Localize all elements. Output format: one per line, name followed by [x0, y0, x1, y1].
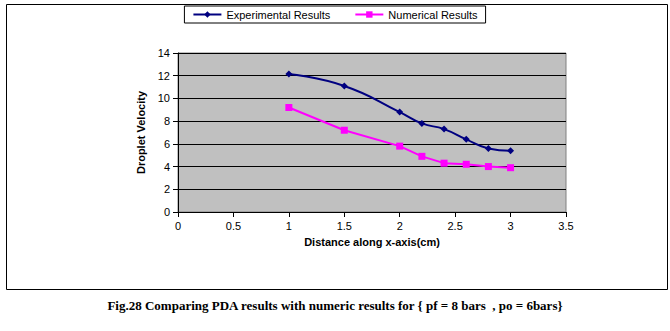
- svg-text:4: 4: [164, 161, 170, 173]
- svg-text:1.5: 1.5: [337, 220, 352, 232]
- svg-text:Distance along x-axis(cm): Distance along x-axis(cm): [304, 236, 440, 248]
- svg-text:6: 6: [164, 138, 170, 150]
- svg-text:2: 2: [164, 183, 170, 195]
- svg-text:12: 12: [158, 70, 170, 82]
- svg-text:Droplet Velocity: Droplet Velocity: [135, 90, 147, 174]
- svg-text:0: 0: [164, 206, 170, 218]
- svg-text:2: 2: [397, 220, 403, 232]
- svg-text:Numerical Results: Numerical Results: [388, 9, 478, 21]
- svg-text:14: 14: [158, 47, 170, 59]
- svg-text:3.5: 3.5: [558, 220, 573, 232]
- svg-text:3: 3: [508, 220, 514, 232]
- svg-text:Experimental Results: Experimental Results: [226, 9, 330, 21]
- svg-text:Fig.28 Comparing PDA results w: Fig.28 Comparing PDA results with numeri…: [107, 298, 562, 313]
- svg-text:0: 0: [175, 220, 181, 232]
- svg-text:1: 1: [286, 220, 292, 232]
- svg-text:2.5: 2.5: [447, 220, 462, 232]
- svg-text:8: 8: [164, 115, 170, 127]
- svg-text:10: 10: [158, 92, 170, 104]
- svg-text:0.5: 0.5: [226, 220, 241, 232]
